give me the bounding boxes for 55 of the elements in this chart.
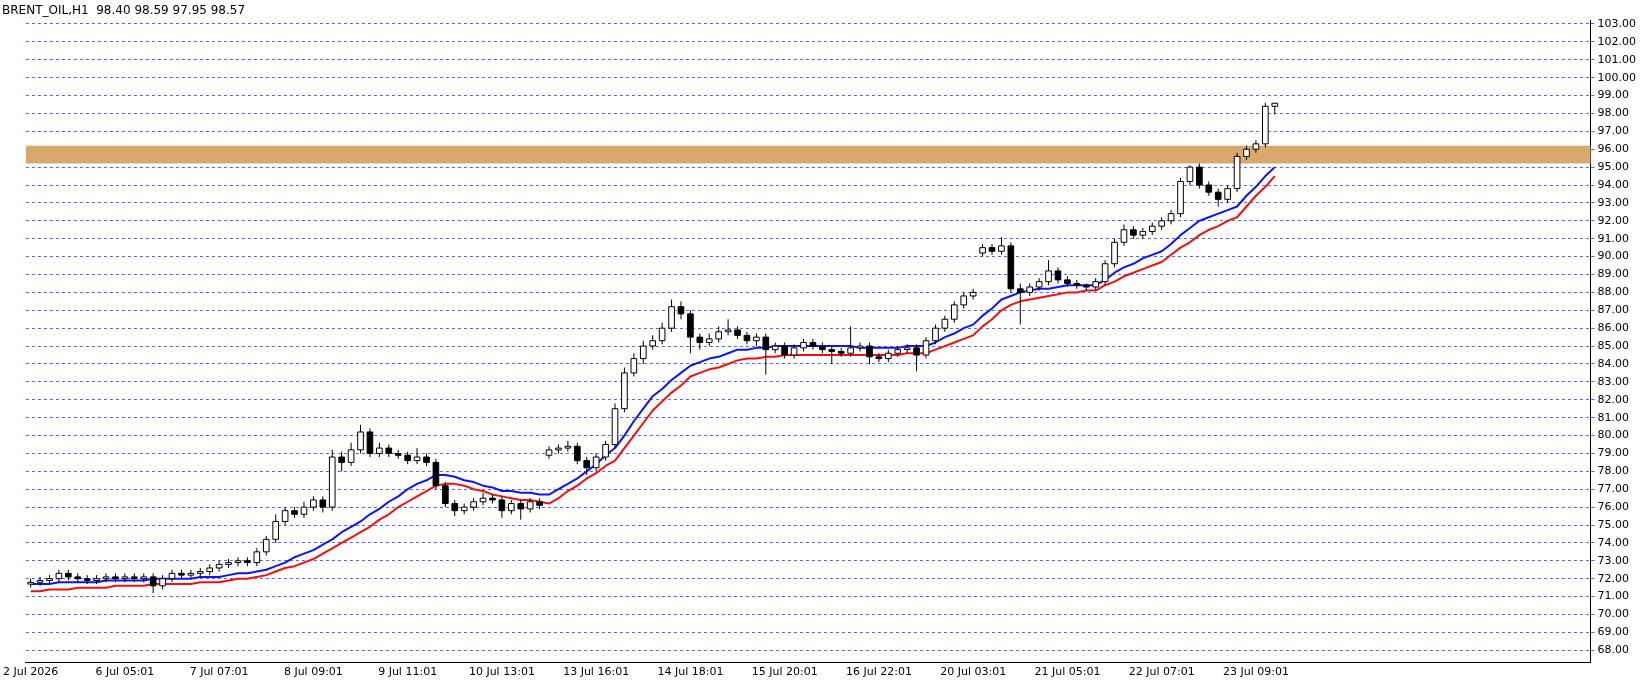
x-tick-label: 7 Jul 07:01 [189,665,249,679]
y-tick-label: 93.00 [1597,195,1630,209]
candlestick [687,309,694,354]
y-tick-label: 89.00 [1597,267,1630,281]
y-tick-label: 88.00 [1597,285,1630,299]
y-tick-label: 91.00 [1597,231,1630,245]
x-tick-label: 15 Jul 20:01 [751,665,818,679]
y-tick-label: 78.00 [1597,464,1630,478]
chart-title: BRENT_OIL,H1 98.40 98.59 97.95 98.57 [2,3,246,18]
y-tick-label: 95.00 [1597,159,1630,173]
y-tick-label: 87.00 [1597,303,1630,317]
y-tick-label: 98.00 [1597,106,1630,120]
x-tick-label: 20 Jul 03:01 [940,665,1007,679]
y-tick-label: 72.00 [1597,571,1630,585]
y-tick-label: 84.00 [1597,356,1630,370]
y-tick-label: 69.00 [1597,625,1630,639]
y-tick-label: 94.00 [1597,177,1630,191]
y-tick-label: 99.00 [1597,88,1630,102]
x-tick-label: 13 Jul 16:01 [563,665,630,679]
y-tick-label: 92.00 [1597,213,1630,227]
x-tick-label: 16 Jul 22:01 [845,665,912,679]
x-tick-label: 9 Jul 11:01 [378,665,438,679]
y-tick-label: 81.00 [1597,410,1630,424]
x-tick-label: 2 Jul 2026 [3,665,59,679]
y-tick-label: 73.00 [1597,553,1630,567]
y-tick-label: 100.00 [1597,70,1637,84]
y-tick-label: 77.00 [1597,482,1630,496]
y-tick-label: 76.00 [1597,499,1630,513]
x-tick-label: 22 Jul 07:01 [1128,665,1195,679]
y-tick-label: 82.00 [1597,392,1630,406]
x-tick-label: 8 Jul 09:01 [283,665,343,679]
candlestick [950,300,958,324]
y-tick-label: 70.00 [1597,607,1630,621]
x-tick-label: 6 Jul 05:01 [95,665,155,679]
x-tick-label: 23 Jul 09:01 [1222,665,1289,679]
y-tick-label: 83.00 [1597,374,1630,388]
x-tick-label: 14 Jul 18:01 [657,665,724,679]
y-tick-label: 71.00 [1597,589,1630,603]
y-tick-label: 103.00 [1597,16,1637,30]
candlestick [668,299,675,333]
y-tick-label: 102.00 [1597,34,1637,48]
y-tick-label: 96.00 [1597,142,1630,156]
y-tick-label: 90.00 [1597,249,1630,263]
y-tick-label: 74.00 [1597,535,1630,549]
y-tick-label: 68.00 [1597,643,1630,657]
y-tick-label: 80.00 [1597,428,1630,442]
y-tick-label: 85.00 [1597,338,1630,352]
y-tick-label: 97.00 [1597,124,1630,138]
x-tick-label: 21 Jul 05:01 [1034,665,1101,679]
candlestick [847,325,854,358]
y-tick-label: 75.00 [1597,517,1630,531]
y-tick-label: 86.00 [1597,321,1630,335]
x-tick-label: 10 Jul 13:01 [468,665,535,679]
y-tick-label: 79.00 [1597,446,1630,460]
y-tick-label: 101.00 [1597,52,1637,66]
